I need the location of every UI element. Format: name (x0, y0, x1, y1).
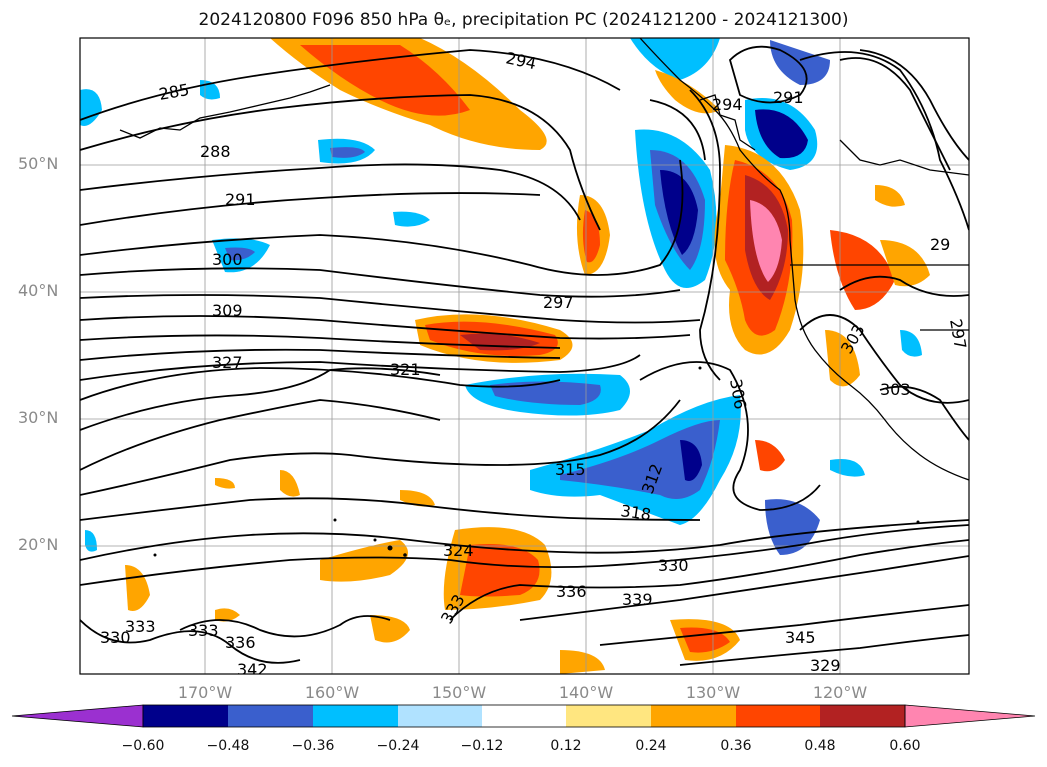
contour-label: 342 (237, 660, 268, 679)
precip-negative-region (765, 499, 820, 555)
contour-label: 294 (712, 95, 743, 114)
precip-positive-region (215, 608, 240, 622)
precip-negative-region (393, 211, 430, 227)
precip-positive-region (825, 330, 860, 387)
precip-positive-region (560, 650, 605, 674)
precip-positive-region (750, 200, 782, 282)
contour-label: 288 (200, 142, 231, 161)
precip-positive-region (880, 240, 930, 287)
contour-label: 327 (212, 353, 243, 372)
colorbar-tick-label: 0.24 (635, 738, 667, 754)
contour-label: 333 (188, 621, 219, 640)
colorbar-segment (398, 705, 482, 727)
colorbar-tick-label: −0.36 (291, 738, 335, 754)
lat-label: 20°N (18, 535, 59, 554)
precip-negative-region (80, 89, 102, 126)
precip-negative-region (900, 330, 922, 357)
colorbar-segment (482, 705, 566, 727)
colorbar-max-extend (904, 704, 1036, 728)
contour-label: 315 (555, 460, 586, 479)
precip-positive-region (830, 230, 895, 310)
colorbar-tick-label: −0.60 (121, 738, 165, 754)
colorbar-tick-label: −0.12 (460, 738, 504, 754)
contour-label: 291 (225, 190, 256, 209)
contour-label: 321 (390, 360, 421, 379)
precip-negative-region (680, 440, 702, 481)
contour-label: 333 (125, 617, 156, 636)
colorbar-segment (820, 705, 905, 727)
precip-positive-region (655, 70, 720, 114)
precip-negative-region (755, 109, 808, 159)
contour-label: 329 (810, 656, 841, 675)
precip-positive-region (460, 544, 540, 597)
lon-label: 160°W (304, 683, 360, 702)
lat-label: 50°N (18, 154, 59, 173)
colorbar-tick-label: 0.36 (720, 738, 752, 754)
precip-negative-region (490, 381, 601, 405)
colorbar-segment (313, 705, 398, 727)
colorbar-segment (566, 705, 651, 727)
contour-label: 330 (658, 556, 689, 575)
precip-negative-region (660, 170, 698, 255)
lat-label: 30°N (18, 408, 59, 427)
lon-label: 170°W (177, 683, 233, 702)
precip-negative-region (330, 147, 365, 158)
theta-e-contours (80, 45, 969, 666)
precip-negative-region (560, 420, 720, 499)
precip-negative-region (770, 40, 830, 85)
colorbar-tick-label: −0.24 (376, 738, 420, 754)
contour-label: 318 (619, 501, 652, 524)
lat-label: 40°N (18, 281, 59, 300)
precip-positive-region (755, 440, 785, 472)
contour-label: 336 (225, 633, 256, 652)
precip-positive-region (300, 45, 470, 116)
precip-positive-region (400, 490, 435, 507)
precip-shading (80, 38, 930, 674)
contour-label: 291 (773, 88, 804, 107)
colorbar-segment (736, 705, 820, 727)
precip-positive-region (320, 540, 408, 582)
contour-label: 297 (543, 293, 574, 312)
colorbar-tick-label: 0.48 (804, 738, 836, 754)
colorbar-tick-label: 0.60 (889, 738, 921, 754)
precip-positive-region (875, 185, 905, 207)
precip-positive-region (370, 615, 410, 643)
colorbar-tick-label: 0.12 (550, 738, 582, 754)
colorbar-segment (143, 705, 228, 727)
precip-negative-region (830, 459, 865, 477)
colorbar-tick-label: −0.48 (206, 738, 250, 754)
contour-label: 339 (622, 590, 653, 609)
gridlines (80, 38, 969, 674)
lon-label: 130°W (685, 683, 741, 702)
colorbar-min-extend (11, 704, 144, 728)
contour-label: 297 (946, 317, 970, 350)
colorbar (11, 704, 1036, 728)
contour-label: 29 (930, 235, 950, 254)
contour-label: 324 (443, 541, 474, 560)
precip-negative-region (630, 38, 720, 80)
island-marks (153, 366, 920, 557)
contour-label: 345 (785, 628, 816, 647)
map-frame (79, 37, 970, 675)
contour-label: 303 (880, 380, 911, 399)
lon-label: 140°W (558, 683, 614, 702)
precip-negative-region (225, 247, 255, 261)
lon-label: 120°W (812, 683, 868, 702)
contour-label: 309 (212, 301, 243, 320)
map-body: 294 285 288 291 300 309 327 321 297 291 … (80, 38, 970, 679)
contour-label: 336 (556, 582, 587, 601)
precip-positive-region (280, 470, 300, 497)
colorbar-segment (228, 705, 313, 727)
coastline (119, 38, 969, 481)
figure-title: 2024120800 F096 850 hPa θₑ, precipitatio… (198, 10, 849, 30)
precip-positive-region (215, 478, 235, 489)
contour-label: 300 (212, 250, 243, 269)
contour-label: 330 (100, 628, 131, 647)
lon-label: 150°W (431, 683, 487, 702)
colorbar-segment (651, 705, 736, 727)
